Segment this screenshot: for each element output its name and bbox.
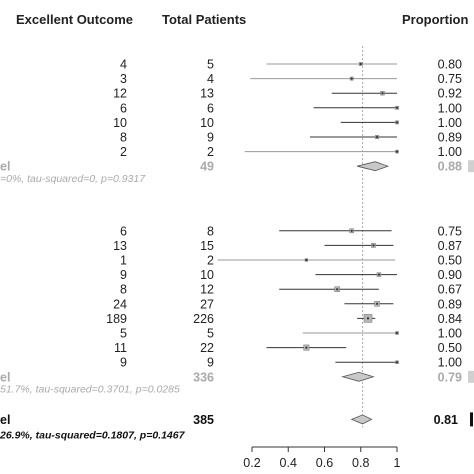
study-total: 2 [207, 145, 214, 159]
study-point [395, 121, 399, 124]
study-point [350, 229, 353, 232]
study-events: 6 [120, 224, 127, 238]
subgroup-heterogeneity: =0%, tau-squared=0, p=0.9317 [0, 173, 146, 185]
study-events: 13 [113, 239, 127, 253]
study-events: 2 [120, 145, 127, 159]
x-axis: 0.2 0.4 0.6 0.8 1 [243, 446, 401, 470]
study-total: 12 [200, 283, 214, 297]
study-point [395, 106, 399, 109]
x-tick-label: 0.6 [316, 456, 333, 470]
study-events: 9 [120, 356, 127, 370]
study-point [377, 273, 380, 276]
study-total: 15 [200, 239, 214, 253]
study-proportion: 0.67 [438, 283, 462, 297]
study-total: 5 [207, 58, 214, 72]
study-events: 12 [113, 87, 127, 101]
study-total: 22 [200, 341, 214, 355]
study-proportion: 0.80 [438, 58, 462, 72]
study-point [381, 92, 384, 95]
study-proportion: 0.50 [438, 341, 462, 355]
subgroup-model-label: el [0, 160, 10, 174]
header-proportion: Proportion [402, 12, 468, 27]
study-events: 5 [120, 327, 127, 341]
study-proportion: 0.75 [438, 224, 462, 238]
x-tick-label: 0.2 [243, 456, 260, 470]
overall-diamond [350, 414, 373, 425]
study-total: 13 [200, 87, 214, 101]
study-total: 226 [193, 312, 214, 326]
study-events: 9 [120, 268, 127, 282]
study-point [305, 258, 308, 262]
study-point [366, 317, 370, 320]
study-point [372, 244, 375, 247]
subgroup-marker [468, 370, 474, 383]
study-proportion: 0.84 [438, 312, 462, 326]
subgroup-heterogeneity: 51.7%, tau-squared=0.3701, p=0.0285 [0, 383, 180, 395]
subgroup-total: 49 [200, 160, 214, 174]
study-events: 24 [113, 297, 127, 311]
subgroup-total: 336 [193, 370, 214, 384]
study-point [375, 135, 379, 139]
study-proportion: 0.87 [438, 239, 462, 253]
overall-model-label: el [0, 413, 10, 427]
overall-marker [470, 412, 473, 427]
header-total: Total Patients [162, 12, 246, 27]
study-total: 10 [200, 268, 214, 282]
subgroup-diamond [341, 371, 375, 382]
study-point [395, 331, 399, 335]
subgroup-proportion: 0.88 [438, 160, 462, 174]
study-proportion: 0.75 [438, 72, 462, 86]
study-events: 1 [120, 254, 127, 268]
study-events: 3 [120, 72, 127, 86]
study-events: 6 [120, 101, 127, 115]
study-total: 27 [200, 297, 214, 311]
study-events: 4 [120, 58, 127, 72]
study-total: 5 [207, 327, 214, 341]
study-events: 10 [113, 116, 127, 130]
subgroup-marker [468, 160, 474, 173]
study-total: 9 [207, 356, 214, 370]
study-events: 189 [106, 312, 127, 326]
study-proportion: 0.50 [438, 254, 462, 268]
x-tick-label: 0.4 [280, 456, 297, 470]
study-point [336, 288, 339, 291]
study-proportion: 1.00 [438, 327, 462, 341]
study-point [305, 346, 308, 349]
study-proportion: 0.90 [438, 268, 462, 282]
study-total: 6 [207, 101, 214, 115]
subgroup-model-label: el [0, 370, 10, 384]
study-events: 11 [114, 341, 127, 355]
study-total: 8 [207, 224, 214, 238]
overall-proportion: 0.81 [434, 413, 458, 427]
study-proportion: 0.92 [438, 87, 462, 101]
study-point [359, 62, 362, 66]
study-events: 8 [120, 131, 127, 145]
study-total: 2 [207, 254, 214, 268]
study-point [375, 302, 379, 305]
x-tick-label: 1 [394, 456, 401, 470]
overall-total: 385 [193, 413, 214, 427]
study-proportion: 1.00 [438, 356, 462, 370]
study-total: 10 [200, 116, 214, 130]
study-proportion: 1.00 [438, 116, 462, 130]
overall-heterogeneity: 26.9%, tau-squared=0.1807, p=0.1467 [0, 429, 186, 441]
study-proportion: 1.00 [438, 145, 462, 159]
study-proportion: 0.89 [438, 297, 462, 311]
study-proportion: 0.89 [438, 131, 462, 145]
x-tick-label: 0.8 [352, 456, 369, 470]
subgroup-diamond [357, 161, 390, 172]
study-point [395, 150, 399, 153]
header-events: Excellent Outcome [16, 12, 133, 27]
study-proportion: 1.00 [438, 101, 462, 115]
study-point [395, 361, 399, 364]
study-total: 9 [207, 131, 214, 145]
subgroup-proportion: 0.79 [438, 370, 462, 384]
study-total: 4 [207, 72, 214, 86]
study-events: 8 [120, 283, 127, 297]
study-point [350, 77, 353, 80]
